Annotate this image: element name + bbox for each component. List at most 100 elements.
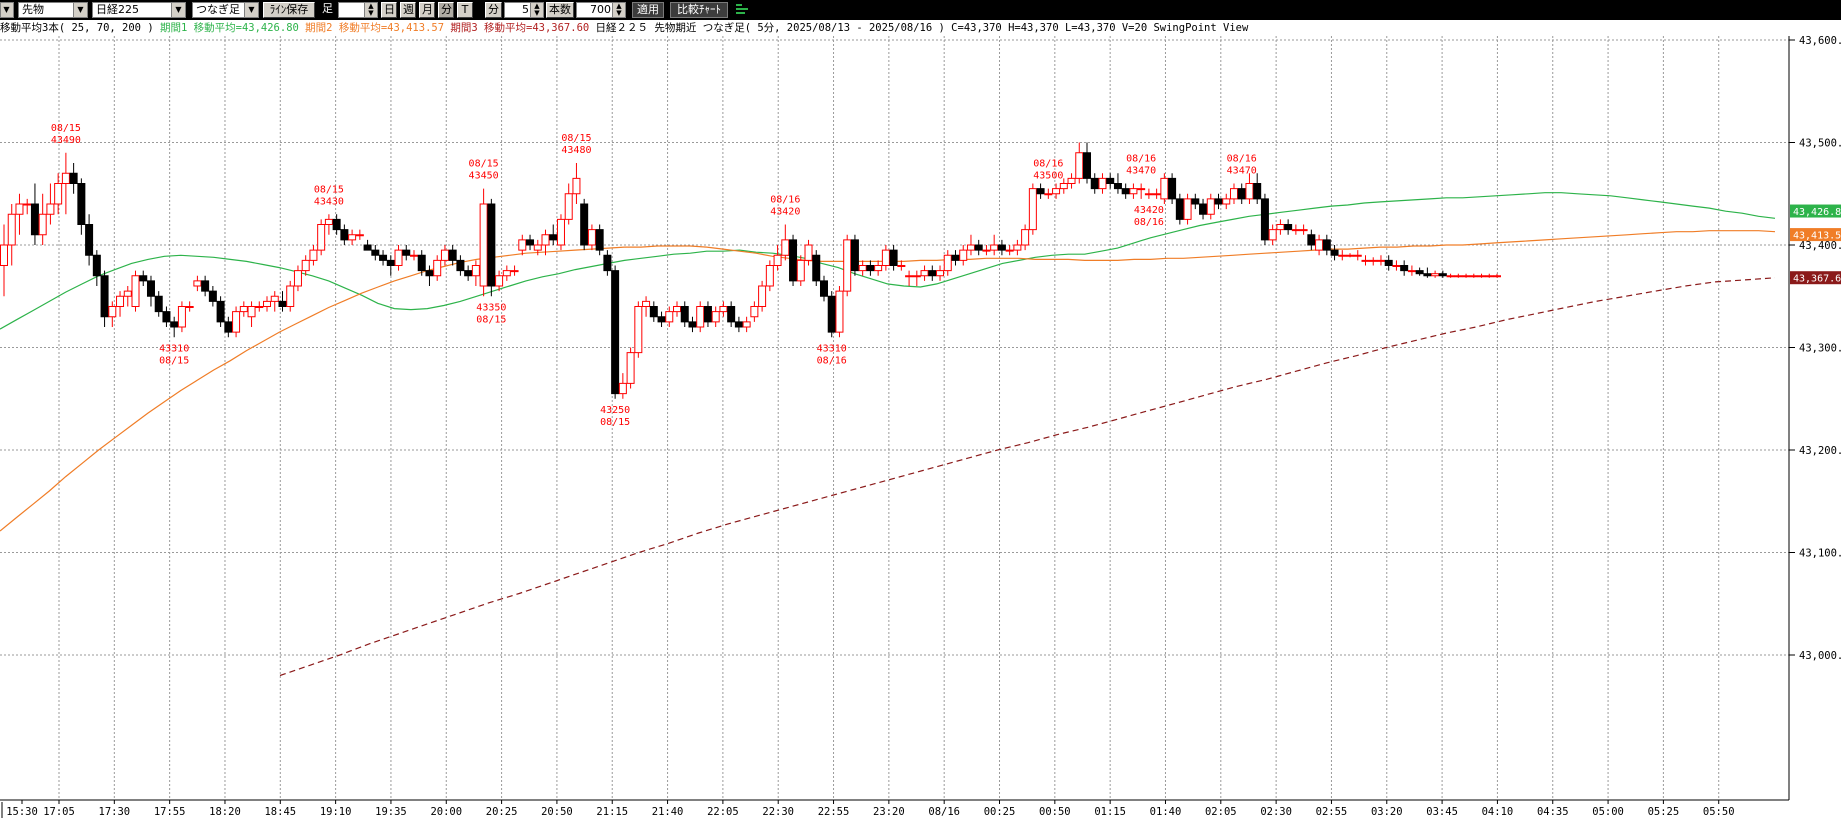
candle-body bbox=[495, 275, 504, 287]
candle-body bbox=[1454, 275, 1463, 278]
bar-spinner[interactable]: ▲ ▼ bbox=[338, 2, 378, 18]
candle-body bbox=[603, 254, 612, 272]
candle-body bbox=[819, 280, 828, 297]
candle-body bbox=[835, 290, 844, 333]
indicator-list-icon[interactable] bbox=[734, 2, 752, 18]
candle-body bbox=[1400, 265, 1409, 272]
candle-body bbox=[394, 249, 403, 266]
period-week-button[interactable]: 週 bbox=[400, 2, 416, 18]
ma2-value: 期間2 移動平均=43,413.57 bbox=[305, 22, 445, 34]
symbol-select[interactable]: 日経225 ▼ bbox=[92, 2, 186, 18]
candle-body bbox=[858, 265, 867, 272]
candle-body bbox=[324, 218, 333, 225]
period-month-button[interactable]: 月 bbox=[419, 2, 435, 18]
swing-label: SwingPoint View bbox=[1153, 22, 1249, 34]
swing-point-annotations: 08/15434904331008/1508/154343008/1543450… bbox=[51, 123, 1257, 428]
x-tick-label: 15:30 bbox=[6, 806, 38, 818]
candle-body bbox=[734, 321, 743, 328]
candle-body bbox=[634, 306, 643, 354]
x-tick-label: 22:55 bbox=[818, 806, 850, 818]
candle-body bbox=[193, 280, 202, 287]
candle-body bbox=[1183, 198, 1192, 220]
candle-body bbox=[928, 270, 937, 277]
candle-body bbox=[1237, 188, 1246, 200]
plot-area bbox=[0, 36, 1789, 800]
candle-body bbox=[773, 254, 782, 266]
period-tick-button[interactable]: T bbox=[457, 2, 473, 18]
x-tick-label: 17:30 bbox=[99, 806, 131, 818]
candle-body bbox=[1291, 229, 1300, 232]
current-value-labels: 43,426.8 43,413.5 43,367.6 bbox=[1790, 204, 1841, 285]
candle-body bbox=[711, 311, 720, 323]
candle-body bbox=[1168, 177, 1177, 200]
candle-body bbox=[1361, 259, 1370, 262]
candle-body bbox=[162, 311, 171, 323]
candle-body bbox=[1021, 229, 1030, 246]
candle-body bbox=[1268, 229, 1277, 241]
x-tick-label: 02:30 bbox=[1260, 806, 1292, 818]
candle-body bbox=[456, 259, 465, 272]
bars-spinner[interactable]: 700 ▲ ▼ bbox=[576, 2, 626, 18]
candle-body bbox=[673, 306, 682, 313]
apply-button[interactable]: 適用 bbox=[632, 2, 664, 18]
candle-body bbox=[951, 254, 960, 261]
time-axis[interactable]: 15:30 17:05 17:30 17:55 18:20 18:45 19:10 19:35… bbox=[1, 800, 1735, 818]
candle-body bbox=[1493, 275, 1501, 278]
candle-body bbox=[224, 321, 233, 333]
candle-body bbox=[1253, 183, 1262, 200]
candle-body bbox=[812, 254, 821, 282]
candle-body bbox=[379, 254, 388, 261]
candle-body bbox=[216, 300, 225, 323]
candle-body bbox=[131, 275, 140, 307]
candle-body bbox=[386, 259, 395, 266]
candle-body bbox=[448, 249, 457, 261]
candle-body bbox=[1121, 188, 1130, 195]
swing-date: 08/15 bbox=[600, 417, 630, 428]
candle-body bbox=[1260, 198, 1269, 241]
candle-body bbox=[1144, 193, 1153, 196]
price-axis[interactable]: 43,000.- 43,100.- 43,200.- 43,300.- 43,400.-… bbox=[1789, 35, 1841, 662]
candle-body bbox=[1462, 275, 1471, 278]
x-tick-label: 03:20 bbox=[1371, 806, 1403, 818]
save-line-button[interactable]: ﾗｲﾝ保存 bbox=[263, 2, 315, 18]
swing-price: 43420 bbox=[770, 207, 800, 218]
candle-body bbox=[874, 265, 883, 272]
compare-chart-button[interactable]: 比較ﾁｬｰﾄ bbox=[670, 2, 728, 18]
candle-body bbox=[1083, 152, 1092, 179]
x-tick-label: 05:50 bbox=[1703, 806, 1735, 818]
candle-body bbox=[425, 270, 434, 277]
x-tick-label: 22:05 bbox=[707, 806, 739, 818]
menu-dropdown[interactable]: ▼ bbox=[0, 2, 14, 18]
candle-body bbox=[1229, 188, 1238, 200]
candle-body bbox=[1013, 244, 1022, 251]
candle-body bbox=[239, 306, 248, 313]
candle-body bbox=[108, 306, 117, 318]
candle-body bbox=[263, 300, 272, 307]
candle-body bbox=[61, 172, 70, 184]
candle-body bbox=[1392, 265, 1401, 267]
market-select[interactable]: 先物 ▼ bbox=[18, 2, 88, 18]
period-day-button[interactable]: 日 bbox=[381, 2, 397, 18]
x-tick-label: 18:20 bbox=[209, 806, 241, 818]
candle-body bbox=[680, 306, 689, 323]
ma1-value: 期間1 移動平均=43,426.80 bbox=[159, 22, 299, 34]
candle-body bbox=[804, 244, 813, 261]
candle-body bbox=[1485, 275, 1494, 278]
candle-body bbox=[232, 311, 241, 333]
candle-body bbox=[1005, 249, 1014, 252]
current-value-badge bbox=[1790, 271, 1841, 285]
candle-body bbox=[789, 239, 798, 282]
continuation-select[interactable]: つなぎ足 ▼ bbox=[192, 2, 259, 18]
interval-spinner[interactable]: 5 ▲ ▼ bbox=[504, 2, 544, 18]
candle-body bbox=[1175, 198, 1184, 220]
chart-description: 日経２２５ 先物期近 つなぎ足( 5分, 2025/08/13 - 2025/0… bbox=[595, 22, 945, 34]
candle-body bbox=[688, 321, 697, 328]
swing-price: 43250 bbox=[600, 405, 630, 416]
candle-body bbox=[170, 321, 179, 328]
candle-body bbox=[727, 306, 736, 323]
candle-body bbox=[54, 183, 63, 205]
candle-body bbox=[533, 244, 542, 251]
candle-body bbox=[920, 270, 929, 277]
period-minute-button[interactable]: 分 bbox=[438, 2, 454, 18]
